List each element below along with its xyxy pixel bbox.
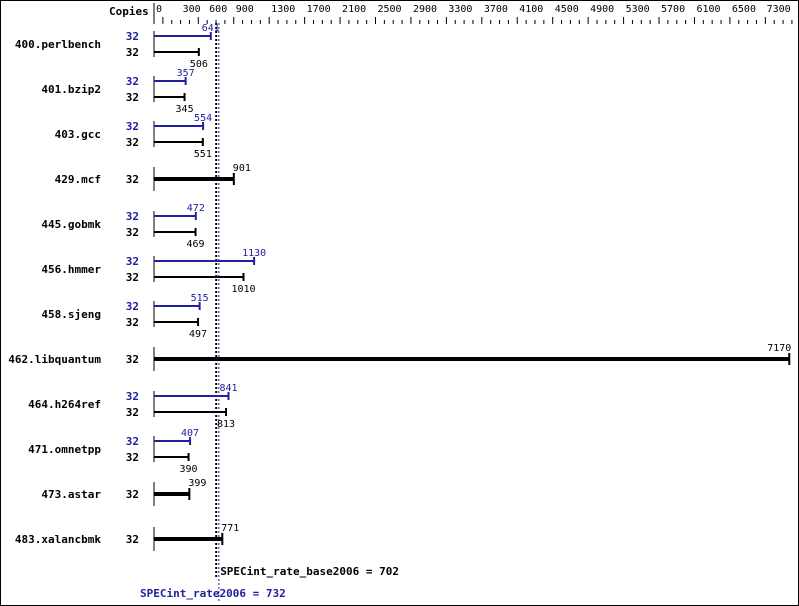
benchmark-label: 456.hmmer	[41, 263, 101, 276]
peak-copies: 32	[126, 255, 139, 268]
peak-value: 641	[202, 23, 220, 34]
base-copies: 32	[126, 271, 139, 284]
tick-label: 600	[209, 4, 227, 15]
base-value: 390	[180, 464, 198, 475]
peak-copies: 32	[126, 435, 139, 448]
peak-value: 515	[191, 293, 209, 304]
base-copies: 32	[126, 533, 139, 546]
benchmark-label: 429.mcf	[55, 173, 101, 186]
tick-label: 5300	[626, 4, 650, 15]
peak-copies: 32	[126, 210, 139, 223]
base-copies: 32	[126, 353, 139, 366]
tick-label: 5700	[661, 4, 685, 15]
tick-label: 3300	[448, 4, 472, 15]
benchmark-label: 483.xalancbmk	[15, 533, 101, 546]
base-copies: 32	[126, 91, 139, 104]
base-value: 771	[221, 523, 239, 534]
peak-value: 841	[219, 383, 237, 394]
benchmark-label: 403.gcc	[55, 128, 101, 141]
tick-label: 4900	[590, 4, 614, 15]
peak-reference-label: SPECint_rate2006 = 732	[140, 587, 286, 600]
tick-label: 0	[156, 4, 162, 15]
tick-label: 7300	[767, 4, 791, 15]
benchmark-label: 464.h264ref	[28, 398, 101, 411]
base-value: 7170	[767, 343, 791, 354]
base-value: 497	[189, 329, 207, 340]
peak-value: 554	[194, 113, 212, 124]
base-value: 345	[176, 104, 194, 115]
peak-value: 407	[181, 428, 199, 439]
base-copies: 32	[126, 488, 139, 501]
benchmark-label: 471.omnetpp	[28, 443, 101, 456]
tick-label: 1700	[307, 4, 331, 15]
base-copies: 32	[126, 136, 139, 149]
benchmark-label: 445.gobmk	[41, 218, 101, 231]
peak-copies: 32	[126, 30, 139, 43]
tick-label: 4100	[519, 4, 543, 15]
benchmark-label: 458.sjeng	[41, 308, 101, 321]
peak-value: 357	[177, 68, 195, 79]
base-value: 813	[217, 419, 235, 430]
base-reference-label: SPECint_rate_base2006 = 702	[220, 565, 399, 578]
tick-label: 300	[183, 4, 201, 15]
benchmark-label: 401.bzip2	[41, 83, 101, 96]
peak-copies: 32	[126, 120, 139, 133]
base-value: 469	[187, 239, 205, 250]
tick-label: 900	[236, 4, 254, 15]
tick-label: 2500	[378, 4, 402, 15]
tick-label: 2100	[342, 4, 366, 15]
base-copies: 32	[126, 406, 139, 419]
base-copies: 32	[126, 226, 139, 239]
peak-copies: 32	[126, 300, 139, 313]
peak-value: 1130	[242, 248, 266, 259]
base-copies: 32	[126, 451, 139, 464]
benchmark-label: 462.libquantum	[8, 353, 101, 366]
base-value: 551	[194, 149, 212, 160]
tick-label: 2900	[413, 4, 437, 15]
tick-label: 1300	[271, 4, 295, 15]
benchmark-label: 473.astar	[41, 488, 101, 501]
base-copies: 32	[126, 46, 139, 59]
tick-label: 3700	[484, 4, 508, 15]
peak-copies: 32	[126, 75, 139, 88]
tick-label: 6100	[696, 4, 720, 15]
copies-header: Copies	[109, 5, 149, 18]
base-value: 399	[188, 478, 206, 489]
tick-label: 6500	[732, 4, 756, 15]
tick-label: 4500	[555, 4, 579, 15]
benchmark-label: 400.perlbench	[15, 38, 101, 51]
peak-copies: 32	[126, 390, 139, 403]
base-value: 901	[233, 163, 251, 174]
peak-value: 472	[187, 203, 205, 214]
base-value: 506	[190, 59, 208, 70]
base-value: 1010	[231, 284, 255, 295]
base-copies: 32	[126, 173, 139, 186]
base-copies: 32	[126, 316, 139, 329]
